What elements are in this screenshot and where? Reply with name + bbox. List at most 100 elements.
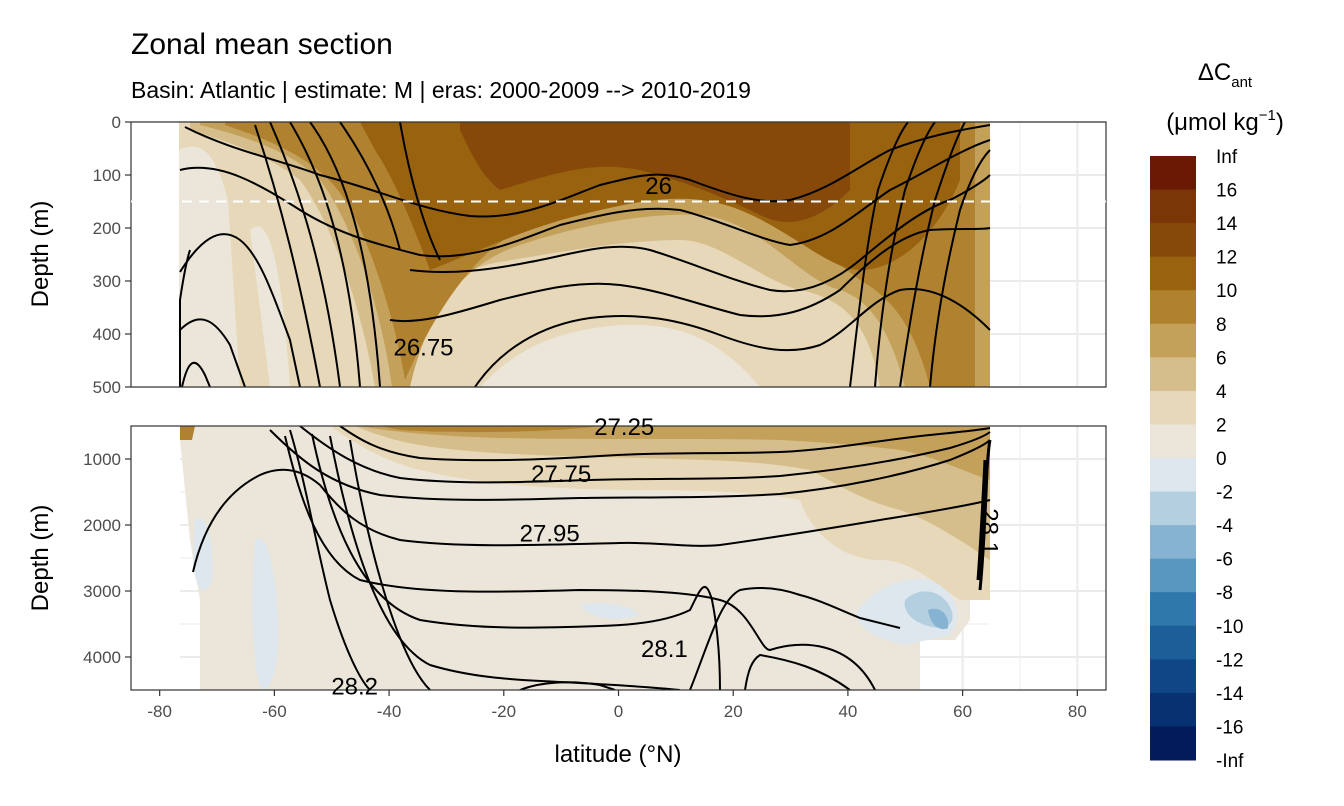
lower-mask-right <box>990 426 1106 690</box>
lower-panel-contours <box>192 426 992 690</box>
contour-label: 27.95 <box>520 521 580 548</box>
lower-fill-neg4 <box>252 538 279 690</box>
upper-fill-equator <box>480 324 760 387</box>
legend-label: -8 <box>1216 583 1233 604</box>
legend-swatch <box>1150 223 1196 258</box>
isopycnal-line <box>849 122 991 387</box>
legend-label: -6 <box>1216 550 1233 571</box>
legend-label: 8 <box>1216 315 1227 336</box>
y-tick-label: 400 <box>93 325 121 344</box>
contour-label: 28.1 <box>976 508 1003 555</box>
legend-units-sup: −1 <box>1259 107 1276 124</box>
lower-panel-grid-overlay <box>990 426 1106 690</box>
contour-label: 27.75 <box>531 461 591 488</box>
lower-fill-neg6 <box>580 603 640 619</box>
legend-swatch <box>1150 592 1196 627</box>
lower-fill-neg3 <box>928 608 949 630</box>
x-axis-ticks: -80 -60 -40 -20 0 20 40 60 80 <box>147 690 1087 721</box>
isopycnal-line <box>181 288 991 387</box>
legend-label: -Inf <box>1216 751 1244 772</box>
isopycnal-line <box>689 586 901 690</box>
y-tick-label: 4000 <box>83 648 121 667</box>
legend-label: 2 <box>1216 415 1227 436</box>
legend-label: 16 <box>1216 181 1237 202</box>
contour-label: 28.1 <box>641 636 688 663</box>
legend: ΔCant (μmol kg−1) Inf 16 14 12 10 8 6 4 2 0 -2 -4 -6… <box>1150 59 1284 772</box>
contour-label: 26.75 <box>393 334 453 361</box>
legend-swatch <box>1150 290 1196 325</box>
lower-fill-6 <box>330 426 990 480</box>
chart-subtitle: Basin: Atlantic | estimate: M | eras: 20… <box>131 77 751 103</box>
contour-label: 28.2 <box>331 674 378 701</box>
x-tick-label: 40 <box>838 702 857 721</box>
chart-title: Zonal mean section <box>131 28 393 61</box>
upper-panel <box>130 121 1107 388</box>
y-tick-label: 0 <box>112 113 121 132</box>
contour-label: 26 <box>645 173 672 200</box>
legend-units-end: ) <box>1276 109 1284 136</box>
x-tick-label: -40 <box>377 702 402 721</box>
isopycnal-line <box>179 227 991 387</box>
legend-swatch <box>1150 256 1196 291</box>
isopycnal-line <box>339 122 441 261</box>
isopycnal-line <box>179 249 191 387</box>
legend-label: -12 <box>1216 650 1243 671</box>
legend-swatch <box>1150 424 1196 459</box>
x-tick-label: 80 <box>1068 702 1087 721</box>
legend-label: 4 <box>1216 382 1227 403</box>
legend-swatch <box>1150 558 1196 593</box>
x-axis-title: latitude (°N) <box>555 741 682 768</box>
upper-panel-contours <box>179 122 991 387</box>
lower-fill-8 <box>180 426 600 440</box>
legend-swatch <box>1150 525 1196 560</box>
isopycnal-line <box>289 429 431 690</box>
legend-labels: Inf 16 14 12 10 8 6 4 2 0 -2 -4 -6 -8 -10 -12 -14 -16 -Inf <box>1216 147 1244 772</box>
isopycnal-line <box>744 653 851 690</box>
legend-swatch <box>1150 726 1196 761</box>
lower-fill-neg5 <box>193 518 213 591</box>
y-axis-title-upper: Depth (m) <box>27 201 54 308</box>
y-tick-label: 1000 <box>83 450 121 469</box>
legend-units: (μmol kg−1) <box>1166 107 1284 136</box>
y-axis-ticks: 0 100 200 300 400 500 1000 2000 3000 4000 <box>83 113 131 667</box>
upper-mask-right <box>990 122 1106 387</box>
legend-title: ΔCant <box>1198 59 1253 91</box>
upper-fill-12 <box>460 122 850 222</box>
upper-mask-left <box>131 122 179 387</box>
legend-swatch <box>1150 692 1196 727</box>
isopycnal-line <box>192 468 991 573</box>
x-tick-label: -60 <box>262 702 287 721</box>
legend-label: -14 <box>1216 684 1244 705</box>
legend-swatch <box>1150 357 1196 392</box>
y-tick-label: 200 <box>93 219 121 238</box>
legend-colorbar <box>1150 156 1196 761</box>
x-tick-label: 60 <box>953 702 972 721</box>
x-tick-label: -20 <box>492 702 517 721</box>
legend-units-main: (μmol kg <box>1166 109 1259 136</box>
isopycnal-line <box>254 122 381 387</box>
y-tick-label: 500 <box>93 378 121 397</box>
legend-swatch <box>1150 625 1196 660</box>
lower-mask-left <box>131 426 180 690</box>
legend-label: -4 <box>1216 516 1233 537</box>
lower-panel-field <box>131 426 1106 690</box>
x-tick-label: 0 <box>614 702 623 721</box>
legend-swatch <box>1150 323 1196 358</box>
isopycnal-line <box>519 681 616 690</box>
legend-swatch <box>1150 390 1196 425</box>
upper-fill-low-lat <box>179 146 290 387</box>
legend-label: 0 <box>1216 449 1227 470</box>
y-axis-title-lower: Depth (m) <box>27 505 54 612</box>
y-tick-label: 100 <box>93 166 121 185</box>
isopycnal-line <box>284 435 876 690</box>
isopycnal-line <box>184 124 991 218</box>
legend-title-main: ΔC <box>1198 59 1231 86</box>
isopycnal-line <box>299 426 991 484</box>
contour-label: 27.25 <box>594 414 654 441</box>
legend-label: 14 <box>1216 214 1238 235</box>
x-tick-label: -80 <box>147 702 172 721</box>
isopycnal-line <box>339 426 991 462</box>
legend-swatch <box>1150 491 1196 526</box>
